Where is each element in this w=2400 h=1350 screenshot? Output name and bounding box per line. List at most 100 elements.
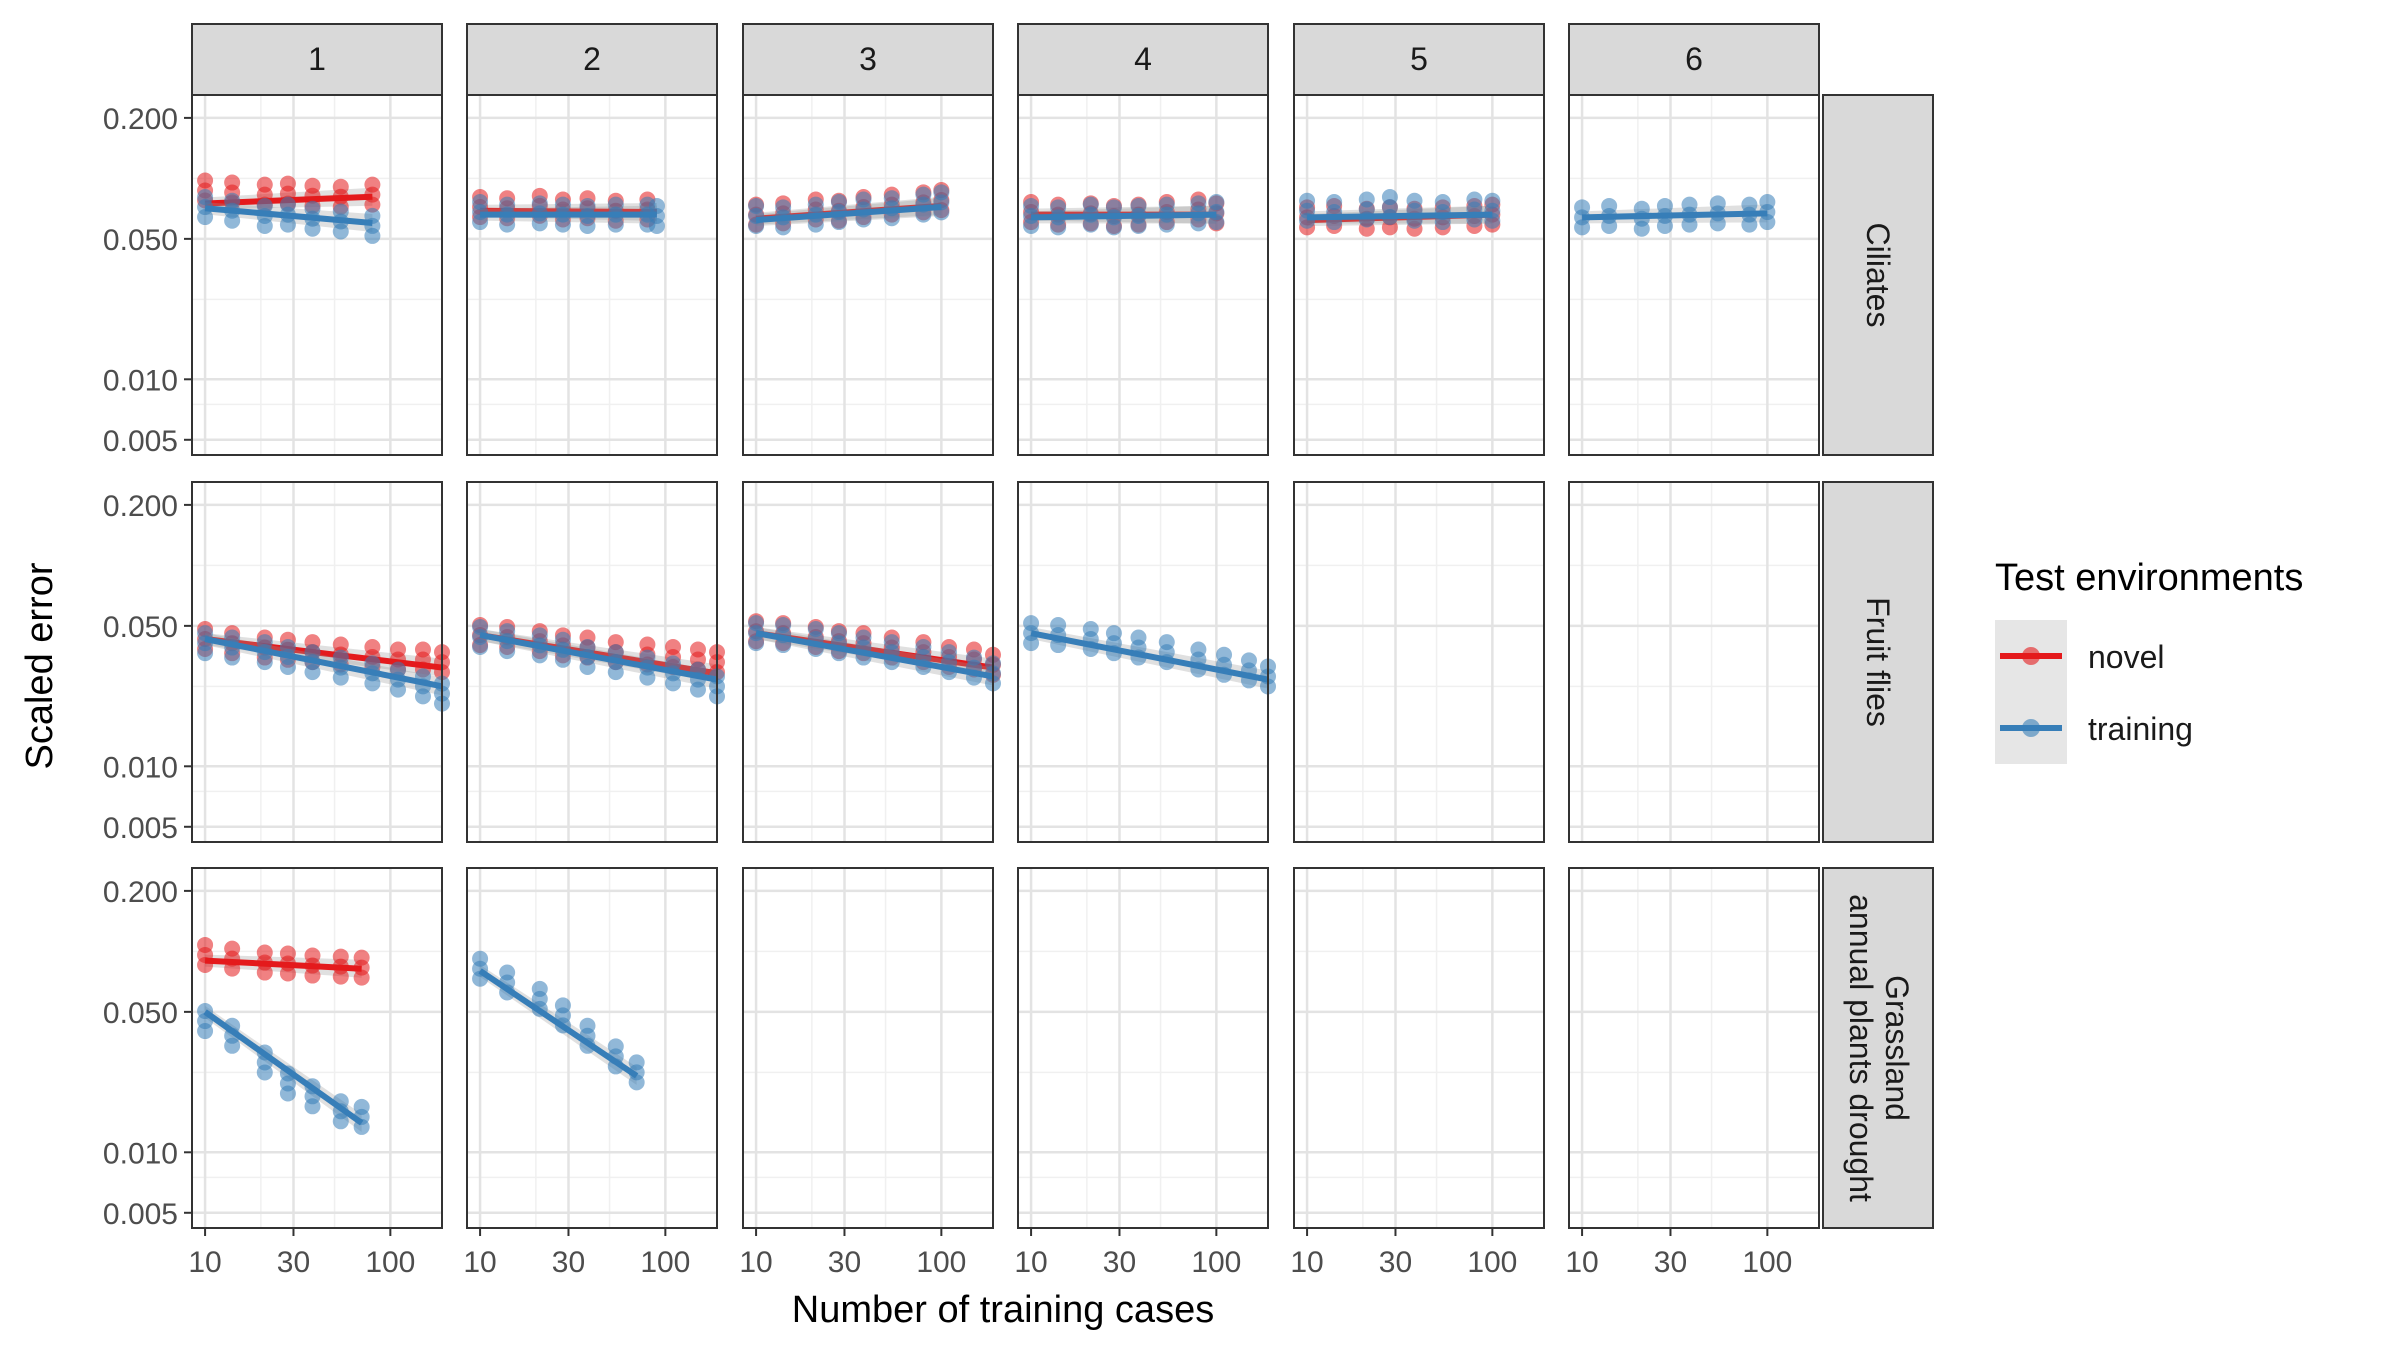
panel-background <box>743 95 993 455</box>
panel-3-5 <box>1294 868 1544 1228</box>
y-tick-label: 0.200 <box>103 876 178 909</box>
x-tick-label: 10 <box>188 1246 221 1279</box>
panel-border <box>466 481 718 843</box>
data-point-training <box>1709 215 1726 232</box>
panel-data-1-4 <box>1023 191 1225 236</box>
data-point-training <box>1633 220 1650 237</box>
data-point-training <box>579 217 596 234</box>
data-point-novel <box>279 965 296 982</box>
data-point-training <box>304 664 321 681</box>
column-strip-5: 5 <box>1293 23 1545 96</box>
trend-line-training <box>1582 210 1768 221</box>
x-tick-label: 30 <box>277 1246 310 1279</box>
row-strip-label-line: annual plants drought <box>1843 894 1879 1202</box>
panel-background <box>1018 95 1268 455</box>
x-tick-label: 100 <box>1742 1246 1792 1279</box>
trend-line-training <box>1030 630 1269 683</box>
trend-line-novel <box>204 636 443 671</box>
column-strip-3: 3 <box>742 23 994 96</box>
panel-border <box>191 867 443 1229</box>
panel-1-1 <box>192 95 442 455</box>
panel-border <box>742 867 994 1229</box>
legend-key-training-point <box>2022 719 2040 737</box>
row-strip-label-line: Fruit flies <box>1860 597 1896 727</box>
panel-border <box>1293 481 1545 843</box>
x-tick-label: 100 <box>1191 1246 1241 1279</box>
data-point-training <box>304 1098 321 1115</box>
data-point-novel <box>353 969 370 986</box>
panel-background <box>1569 95 1819 455</box>
panel-1-2 <box>467 95 717 455</box>
column-strip-background <box>191 23 443 96</box>
data-point-training <box>1190 215 1207 232</box>
data-point-training <box>197 645 214 662</box>
y-tick-label: 0.050 <box>103 997 178 1030</box>
data-point-training <box>224 212 241 229</box>
data-point-training <box>607 664 624 681</box>
column-strip-background <box>1017 23 1269 96</box>
data-point-training <box>279 658 296 675</box>
panel-3-6 <box>1569 868 1819 1228</box>
data-point-training <box>748 635 765 652</box>
data-point-training <box>1105 219 1122 236</box>
data-point-training <box>554 651 571 668</box>
column-strip-background <box>742 23 994 96</box>
y-tick-label: 0.010 <box>103 364 178 397</box>
row-strip-1: Ciliates <box>1822 94 1934 456</box>
row-strip-label-line: Ciliates <box>1860 223 1896 328</box>
panel-data-3-1 <box>197 936 370 1135</box>
legend-label-training: training <box>2088 711 2193 747</box>
data-point-training <box>1681 216 1698 233</box>
x-tick-label: 100 <box>365 1246 415 1279</box>
data-point-training <box>689 681 706 698</box>
data-point-training <box>279 216 296 233</box>
data-point-training <box>775 219 792 236</box>
y-axis-title: Scaled error <box>19 562 61 769</box>
row-strip-label: Fruit flies <box>1860 597 1896 727</box>
data-point-training <box>1130 217 1147 234</box>
data-point-training <box>607 216 624 233</box>
data-point-training <box>279 1085 296 1102</box>
column-strip-2: 2 <box>466 23 718 96</box>
panel-background <box>192 95 442 455</box>
column-strip-label: 5 <box>1410 41 1428 77</box>
panel-data-1-2 <box>472 187 665 234</box>
panel-border <box>1017 867 1269 1229</box>
legend-key-novel-point <box>2022 647 2040 665</box>
x-tick-label: 100 <box>640 1246 690 1279</box>
column-strip-background <box>466 23 718 96</box>
data-point-training <box>332 669 349 686</box>
data-point-training <box>364 675 381 692</box>
trend-line-training <box>203 1009 364 1126</box>
data-point-training <box>1023 635 1040 652</box>
panel-2-6 <box>1569 482 1819 842</box>
x-tick-label: 30 <box>1103 1246 1136 1279</box>
x-tick-label: 30 <box>1654 1246 1687 1279</box>
panel-data-2-4 <box>1023 615 1276 695</box>
data-point-training <box>1158 216 1175 233</box>
trend-line-training <box>478 968 639 1079</box>
column-strip-1: 1 <box>191 23 443 96</box>
panel-data-1-5 <box>1299 189 1501 237</box>
x-tick-label: 100 <box>1467 1246 1517 1279</box>
row-strip-label: Ciliates <box>1860 223 1896 328</box>
x-tick-label: 30 <box>552 1246 585 1279</box>
data-point-training <box>1208 214 1225 231</box>
data-point-training <box>1656 217 1673 234</box>
data-point-training <box>197 1023 214 1040</box>
panel-background <box>1569 482 1819 842</box>
data-point-training <box>1050 219 1067 236</box>
trend-line-training <box>755 204 942 224</box>
x-tick-label: 30 <box>1379 1246 1412 1279</box>
data-point-training <box>499 216 516 233</box>
column-strip-label: 2 <box>583 41 601 77</box>
trend-line-training <box>755 630 994 680</box>
data-point-training <box>390 681 407 698</box>
y-tick-label: 0.005 <box>103 812 178 845</box>
panel-1-4 <box>1018 95 1268 455</box>
data-point-training <box>332 223 349 240</box>
data-point-training <box>1601 217 1618 234</box>
panel-data-2-1 <box>197 621 450 712</box>
y-tick-label: 0.200 <box>103 103 178 136</box>
